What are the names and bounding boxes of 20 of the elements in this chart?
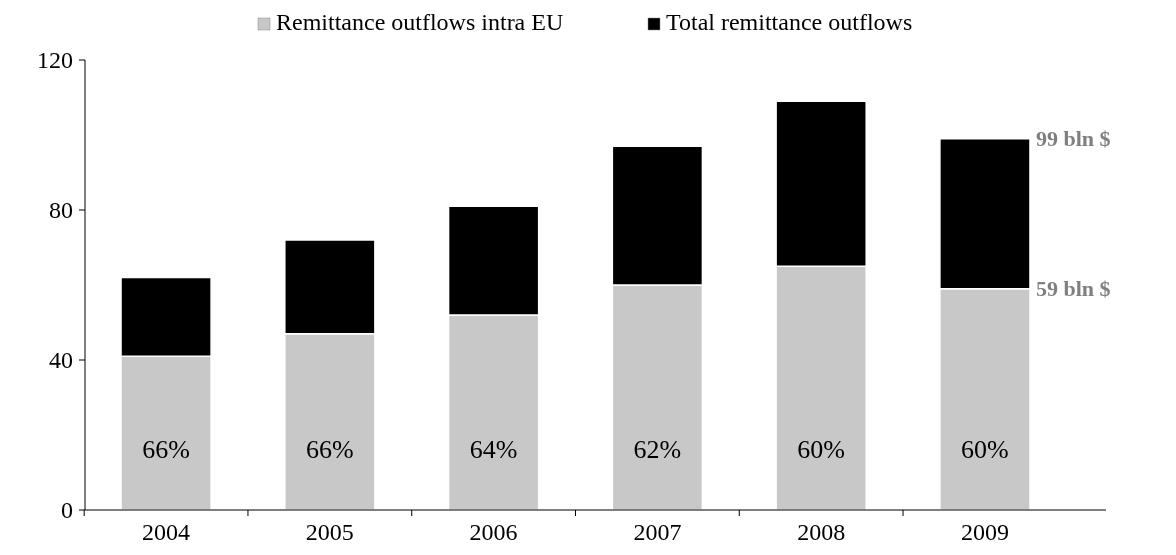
annotation: 60% bbox=[961, 435, 1009, 464]
annotation: 60% bbox=[797, 435, 845, 464]
x-tick-label: 2009 bbox=[960, 519, 1009, 545]
annotation: 99 bln $ bbox=[1035, 126, 1111, 152]
x-tick-label: 2007 bbox=[633, 519, 682, 545]
x-tick-label: 2006 bbox=[469, 519, 518, 545]
legend-label: Total remittance outflows bbox=[666, 9, 913, 35]
annotation: 66% bbox=[306, 435, 354, 464]
legend-label: Remittance outflows intra EU bbox=[276, 9, 564, 35]
y-tick-label: 120 bbox=[37, 47, 73, 74]
y-tick-label: 40 bbox=[49, 347, 73, 374]
annotation: 59 bln $ bbox=[1035, 276, 1111, 302]
x-tick-label: 2004 bbox=[142, 519, 191, 545]
y-tick-label: 80 bbox=[49, 197, 73, 224]
x-tick-label: 2008 bbox=[797, 519, 846, 545]
annotation: 62% bbox=[633, 435, 682, 464]
annotation: 64% bbox=[469, 435, 518, 464]
x-tick-label: 2005 bbox=[305, 519, 354, 545]
annotation: 66% bbox=[142, 435, 190, 464]
y-tick-label: 0 bbox=[61, 497, 73, 524]
